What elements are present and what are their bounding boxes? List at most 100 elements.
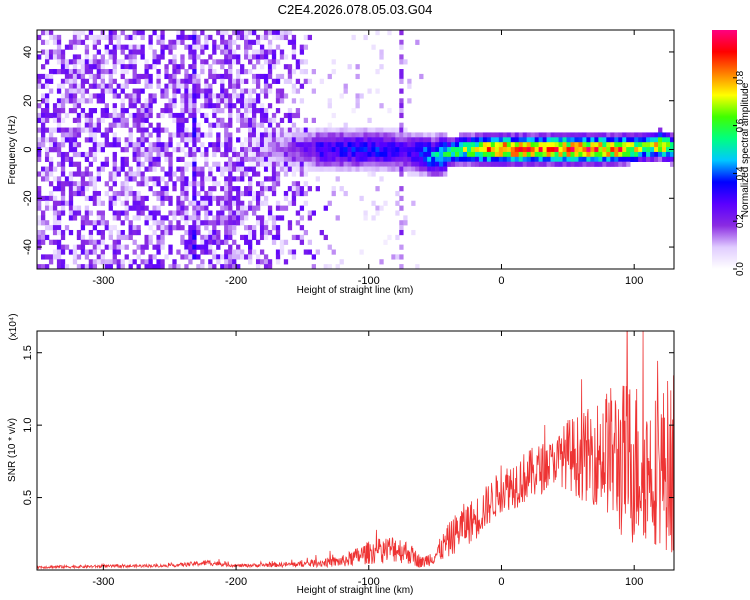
heatmap-cell [208, 69, 213, 75]
heatmap-cell [164, 64, 169, 70]
heatmap-cell [351, 127, 356, 133]
heatmap-cell [259, 234, 265, 241]
heatmap-cell [80, 78, 86, 84]
heatmap-cell [443, 142, 448, 148]
heatmap-cell [37, 34, 42, 41]
heatmap-cell [279, 166, 285, 172]
heatmap-cell [263, 117, 269, 123]
heatmap-cell [323, 132, 328, 138]
heatmap-cell [590, 147, 595, 153]
heatmap-cell [351, 108, 356, 114]
heatmap-cell [359, 93, 364, 99]
heatmap-cell [176, 210, 181, 216]
heatmap-cell [287, 220, 293, 226]
heatmap-cell [291, 142, 297, 148]
heatmap-cell [263, 151, 269, 158]
heatmap-cell [299, 234, 305, 241]
heatmap-cell [176, 225, 181, 231]
heatmap-cell [343, 122, 348, 128]
heatmap-cell [236, 254, 241, 260]
heatmap-cell [68, 161, 74, 167]
heatmap-cell [462, 137, 468, 143]
heatmap-cell [526, 156, 531, 162]
heatmap-cell [267, 156, 273, 162]
heatmap-cell [359, 156, 364, 162]
heatmap-cell [168, 156, 173, 162]
heatmap-y-tick-label: -20 [22, 190, 34, 206]
heatmap-cell [363, 137, 368, 143]
heatmap-cell [423, 166, 428, 172]
heatmap-cell [216, 122, 221, 128]
heatmap-cell [614, 142, 619, 148]
heatmap-cell [550, 151, 555, 158]
heatmap-cell [379, 103, 384, 109]
heatmap-cell [335, 127, 340, 133]
heatmap-cell [403, 142, 408, 148]
heatmap-x-axis: -300 -200 -100 0 100 [92, 30, 643, 287]
heatmap-cell [490, 142, 496, 148]
heatmap-cell [72, 98, 78, 104]
heatmap-cell [156, 234, 161, 241]
heatmap-cell [462, 147, 468, 153]
heatmap-cell [212, 176, 217, 182]
heatmap-cell [220, 151, 225, 158]
heatmap-cell [562, 137, 567, 143]
heatmap-cell [104, 142, 109, 148]
heatmap-cell [132, 239, 137, 245]
heatmap-cell [399, 78, 404, 84]
heatmap-cell [144, 156, 149, 162]
heatmap-cell [204, 234, 209, 241]
heatmap-cell [76, 132, 82, 138]
heatmap-cell [279, 132, 285, 138]
heatmap-cell [184, 93, 189, 99]
heatmap-cell [60, 142, 66, 148]
heatmap-cell [220, 195, 225, 202]
heatmap-cell [466, 156, 472, 162]
heatmap-cell [347, 127, 352, 133]
heatmap-cell [116, 44, 121, 50]
heatmap-cell [68, 200, 74, 206]
heatmap-cell [670, 156, 674, 162]
heatmap-cell [474, 147, 480, 153]
heatmap-cell [486, 132, 492, 138]
heatmap-cell [339, 132, 344, 138]
heatmap-cell [307, 132, 313, 138]
heatmap-cell [435, 137, 440, 143]
heatmap-cell [287, 156, 293, 162]
heatmap-cell [196, 39, 201, 45]
heatmap-cell [212, 122, 217, 128]
heatmap-cell [431, 137, 436, 143]
heatmap-cell [168, 39, 173, 45]
heatmap-cell [172, 64, 177, 70]
heatmap-cell [124, 234, 129, 241]
heatmap-cell [236, 186, 241, 192]
heatmap-cell [670, 142, 674, 148]
heatmap-cell [160, 151, 165, 158]
heatmap-cell [343, 142, 348, 148]
heatmap-cell [383, 156, 388, 162]
heatmap-cell [96, 215, 101, 221]
heatmap-cell [248, 54, 253, 60]
heatmap-cell [335, 132, 340, 138]
heatmap-cell [68, 83, 74, 89]
heatmap-cell [40, 171, 46, 177]
heatmap-cell [184, 176, 189, 182]
heatmap-cell [60, 108, 66, 114]
heatmap-cell [287, 151, 293, 158]
heatmap-cell [64, 93, 70, 99]
heatmap-cell [148, 254, 153, 260]
heatmap-cell [136, 117, 141, 123]
colorbar-tick-label: 0.8 [735, 70, 746, 84]
heatmap-cell [44, 264, 50, 269]
heatmap-cell [37, 200, 42, 206]
heatmap-cell [251, 161, 257, 167]
heatmap-cell [658, 132, 663, 138]
heatmap-cell [411, 229, 416, 236]
heatmap-cell [68, 127, 74, 133]
snr-x-tick-label: -200 [225, 576, 247, 588]
heatmap-cell [96, 171, 101, 177]
heatmap-cell [248, 244, 253, 250]
heatmap-cell [315, 166, 320, 172]
heatmap-cell [108, 171, 113, 177]
heatmap-cell [40, 239, 46, 245]
